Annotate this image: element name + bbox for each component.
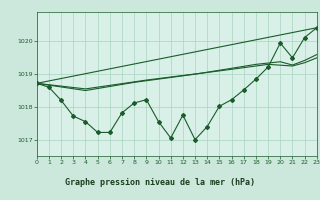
Text: Graphe pression niveau de la mer (hPa): Graphe pression niveau de la mer (hPa)	[65, 178, 255, 187]
